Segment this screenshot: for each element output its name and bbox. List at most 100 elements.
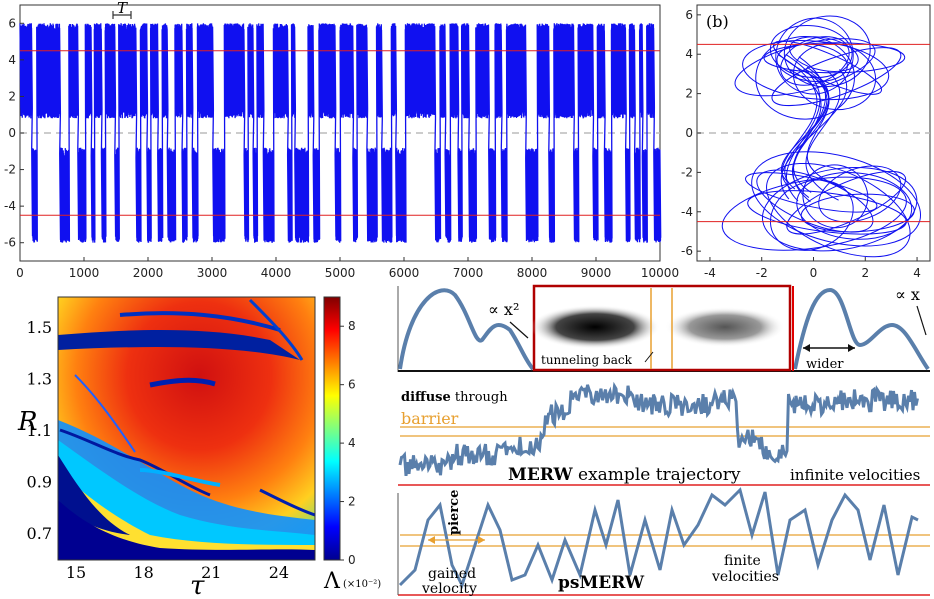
y-tick-label-b: -4 — [681, 205, 693, 219]
colorbar-tick-label: 0 — [348, 553, 356, 567]
diffuse-rest: through — [451, 390, 508, 405]
R-tick-label: 0.7 — [27, 524, 52, 543]
gained-label-1: gained — [428, 566, 476, 582]
orbit-loop — [769, 179, 854, 251]
colorbar — [323, 296, 341, 561]
tau-tick-label: 24 — [269, 563, 289, 582]
merw-label: MERW example trajectory — [508, 465, 741, 485]
left-potential-label: ∝ x² — [488, 300, 519, 319]
y-tick-label: -2 — [4, 163, 16, 177]
orbit-loop — [771, 47, 902, 107]
y-tick-label: -4 — [4, 199, 16, 213]
tunneling-arrow — [644, 351, 654, 363]
tau-tick-label: 18 — [133, 563, 153, 582]
orbit-loop — [721, 176, 907, 251]
colorbar-tick-label: 4 — [348, 436, 356, 450]
orbit-loop — [800, 193, 915, 233]
orbit-transition — [780, 68, 848, 200]
x-tick-label-b: 0 — [810, 266, 818, 280]
orbit-loop — [747, 190, 907, 235]
tau-tick-label: 21 — [201, 563, 221, 582]
tau-tick-label: 15 — [66, 563, 86, 582]
panel-b-label: (b) — [706, 12, 729, 31]
colorbar-tick-label: 8 — [348, 319, 356, 333]
y-axis-label-R: R — [17, 407, 38, 437]
psmerw-label: psMERW — [558, 573, 645, 593]
density-left — [530, 305, 660, 349]
x-axis-label-tau: τ — [190, 571, 205, 599]
infinite-velocities-label: infinite velocities — [790, 466, 920, 484]
signal-series — [19, 23, 662, 243]
panel-a-time-series: T 0 1000 2000 3000 4000 5000 6000 7000 8000 9000 1… — [4, 0, 679, 280]
orbit-loop — [742, 40, 890, 101]
x-tick-label: 1000 — [69, 266, 100, 280]
orbit-loop — [796, 172, 913, 240]
wider-label: wider — [806, 357, 844, 372]
x-tick-label: 4000 — [261, 266, 292, 280]
orbit-loop — [755, 35, 855, 120]
y-tick-label-b: 0 — [685, 126, 693, 140]
x-tick-label: 2000 — [133, 266, 164, 280]
left-potential-arrow — [509, 321, 529, 339]
x-tick-label: 7000 — [453, 266, 484, 280]
x-tick-label: 6000 — [389, 266, 420, 280]
x-tick-label: 0 — [16, 266, 24, 280]
left-wavefunction — [398, 288, 535, 371]
y-tick-label: 2 — [8, 89, 16, 103]
y-tick-label: 0 — [8, 126, 16, 140]
colorbar-tick-label: 2 — [348, 495, 356, 509]
heatmap-frame — [57, 296, 316, 561]
colorbar-unit: (×10⁻²) — [343, 579, 381, 590]
diffuse-label: diffuse through — [401, 390, 508, 405]
orbit-loop — [775, 17, 854, 95]
orbit-loop — [789, 36, 859, 72]
orbit-loop — [763, 42, 906, 74]
orbit-transition — [805, 69, 844, 189]
orbit-loop — [751, 151, 922, 247]
merw-rest: example trajectory — [573, 465, 741, 485]
x-tick-label: 5000 — [325, 266, 356, 280]
right-wavefunction — [793, 287, 930, 371]
period-marker: T — [112, 0, 132, 19]
R-tick-label: 1.3 — [27, 370, 52, 389]
y-tick-label-b: 4 — [685, 47, 693, 61]
heatmap-image — [58, 297, 315, 560]
orbit-loop — [761, 166, 918, 252]
orbit-transition — [785, 53, 821, 202]
R-tick-label: 1.1 — [27, 421, 52, 440]
colorbar-tick-label: 6 — [348, 378, 356, 392]
panel-d-merw-illustration: tunneling back ∝ x² ∝ x wider diffuse th… — [397, 284, 930, 597]
y-tick-label-b: 2 — [685, 87, 693, 101]
orbit-transition — [792, 72, 830, 198]
period-label: T — [117, 0, 128, 17]
finite-label-1: finite — [724, 553, 761, 569]
colorbar-label-lambda: Λ — [323, 569, 341, 594]
density-right — [665, 307, 785, 347]
orbit-loop — [769, 25, 853, 79]
panel-b-ticks: -4 -2 0 2 4 -6 -4 -2 0 2 4 6 — [681, 8, 921, 280]
tunneling-label: tunneling back — [541, 353, 633, 367]
x-tick-label-b: 4 — [913, 266, 921, 280]
R-tick-label: 0.9 — [27, 473, 52, 492]
barrier-label: barrier — [401, 409, 459, 428]
merw-trajectory — [398, 381, 919, 477]
merw-bold: MERW — [508, 465, 574, 485]
wider-arrow — [803, 344, 855, 352]
y-tick-label: 4 — [8, 53, 16, 67]
x-tick-label: 8000 — [517, 266, 548, 280]
x-tick-label-b: -2 — [756, 266, 768, 280]
panel-b-phase-portrait: (b) -4 -2 0 2 4 -6 -4 -2 0 2 4 6 — [681, 4, 931, 280]
diffuse-bold: diffuse — [401, 390, 451, 405]
pierce-label: pierce — [447, 490, 462, 535]
orbit-transition — [805, 70, 841, 201]
y-tick-label: 6 — [8, 16, 16, 30]
finite-label-2: velocities — [711, 569, 779, 585]
R-tick-label: 1.5 — [27, 318, 52, 337]
psmerw-trajectory — [398, 487, 919, 589]
y-tick-label-b: -6 — [681, 244, 693, 258]
gained-label-2: velocity — [421, 581, 477, 597]
orbit-transition — [793, 56, 826, 193]
